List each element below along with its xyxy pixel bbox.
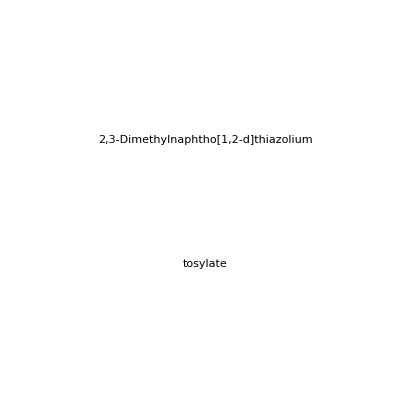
Text: tosylate: tosylate [183, 259, 227, 269]
Text: 2,3-Dimethylnaphtho[1,2-d]thiazolium: 2,3-Dimethylnaphtho[1,2-d]thiazolium [98, 135, 312, 146]
